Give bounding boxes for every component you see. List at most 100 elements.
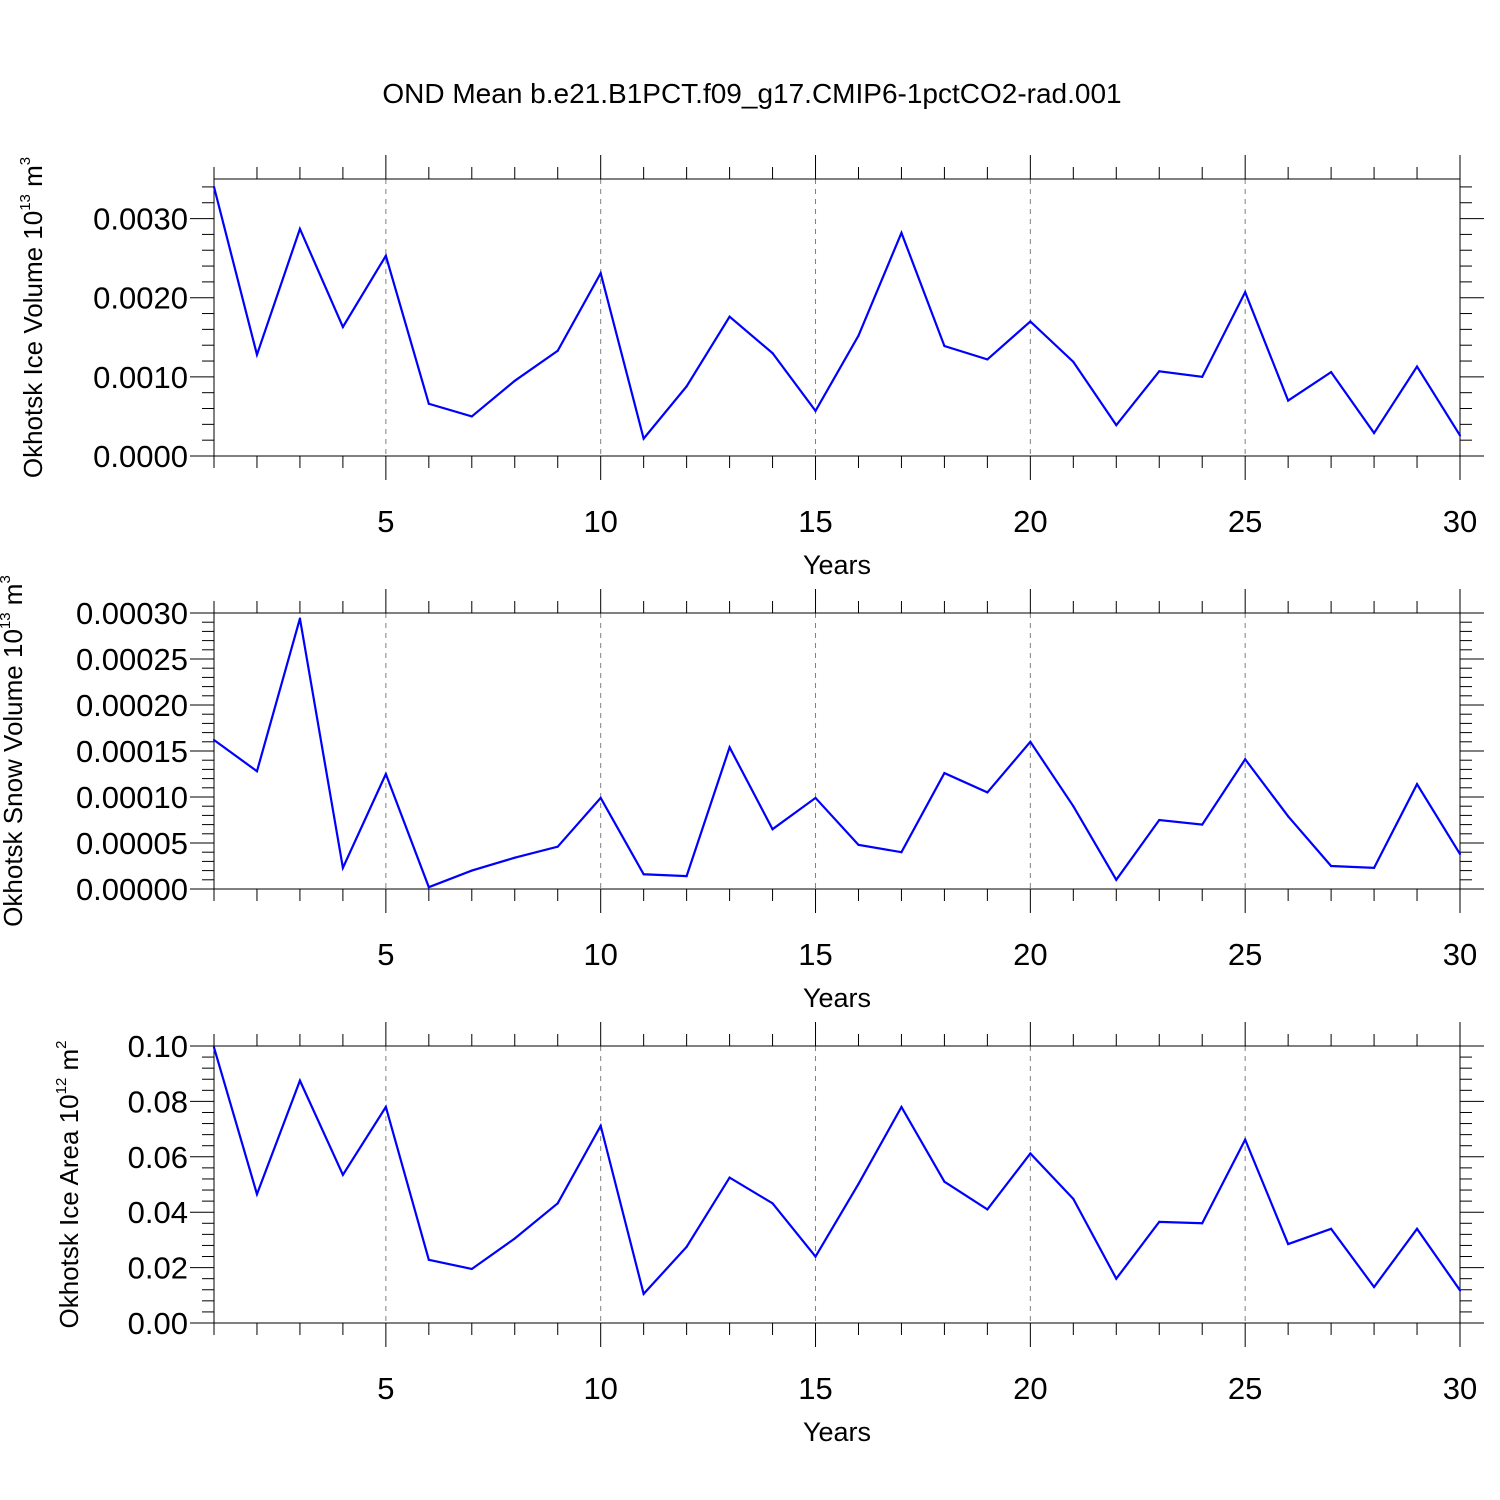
data-point [1458, 1289, 1462, 1292]
data-point [900, 231, 903, 234]
data-point [513, 856, 516, 859]
data-point [814, 409, 817, 412]
data-point [384, 254, 387, 257]
data-point [1158, 370, 1161, 373]
data-point [212, 738, 216, 742]
data-point [1415, 365, 1419, 368]
x-tick-label: 25 [1228, 1371, 1262, 1406]
x-tick-label: 30 [1443, 1371, 1477, 1406]
data-point [685, 875, 688, 878]
x-tick-label: 30 [1443, 937, 1477, 972]
y-tick-label: 0.00005 [76, 826, 188, 861]
x-tick-label: 20 [1013, 1371, 1047, 1406]
x-tick-label: 20 [1013, 504, 1047, 539]
data-point [1072, 360, 1075, 363]
data-point [1372, 866, 1376, 869]
data-point [1330, 371, 1333, 374]
data-point [685, 385, 688, 388]
x-tick-label: 30 [1443, 504, 1477, 539]
data-point [599, 1124, 602, 1127]
plot-frame [213, 1045, 1461, 1324]
data-point [470, 1267, 473, 1271]
panel-ice-volume: 5 10 15 20 25 30 0.0000 0.0010 0.0020 0.0030 Years… [17, 155, 1484, 580]
x-tick-label: 10 [583, 504, 617, 539]
data-point [1072, 1197, 1075, 1201]
data-point [771, 352, 774, 355]
data-point [1115, 424, 1118, 427]
data-point [857, 334, 860, 337]
data-point [814, 1255, 817, 1258]
data-point [857, 843, 860, 846]
y-tick-label: 0.00010 [76, 780, 188, 815]
x-tick-label: 5 [377, 504, 394, 539]
y-axis-label: Okhotsk Ice Volume 1013 m3 [17, 157, 48, 478]
data-point [1372, 1285, 1376, 1289]
data-point [642, 437, 645, 440]
data-point [728, 315, 731, 318]
y-tick-label: 0.00 [128, 1306, 188, 1341]
data-point [857, 1182, 860, 1186]
x-tick-label: 5 [377, 1371, 394, 1406]
data-point [685, 1245, 688, 1248]
y-tick-label: 0.00030 [76, 596, 188, 631]
data-point [556, 845, 559, 848]
y-tick-label: 0.02 [128, 1251, 188, 1286]
data-point [642, 873, 645, 876]
series-line [212, 1047, 1461, 1297]
y-axis-label-main: Okhotsk Ice Volume 10 [18, 211, 48, 478]
x-tick-label: 15 [798, 937, 832, 972]
y-tick-label: 0.06 [128, 1140, 188, 1175]
panel-snow-volume: 5 10 15 20 25 30 0.00000 0.00005 0.00010 0.00015 0… [0, 575, 1484, 1013]
y-axis-label-exp: 13 [0, 612, 14, 629]
figure-title: OND Mean b.e21.B1PCT.f09_g17.CMIP6-1pctC… [382, 78, 1121, 109]
data-point [1244, 758, 1247, 761]
data-point [1372, 431, 1376, 435]
y-tick-label: 0.00020 [76, 688, 188, 723]
panel-ice-area: 5 10 15 20 25 30 0.00 0.02 0.04 0.06 0.08 0.10 Years… [53, 1022, 1484, 1447]
data-point [1201, 1222, 1204, 1225]
data-point [1415, 1227, 1419, 1230]
y-axis-label-unit: m [18, 165, 48, 194]
data-point [986, 791, 989, 794]
data-point [1458, 852, 1462, 856]
x-axis-label: Years [803, 983, 871, 1013]
data-point [986, 358, 989, 361]
data-point [728, 746, 731, 749]
x-tick-label: 25 [1228, 504, 1262, 539]
data-point [599, 272, 602, 275]
y-tick-label: 0.08 [128, 1084, 188, 1119]
data-point [384, 1105, 387, 1109]
data-point [599, 796, 602, 800]
data-point [1287, 399, 1290, 402]
data-point [1244, 291, 1247, 294]
data-point [900, 851, 903, 854]
data-point [771, 828, 774, 831]
data-point [255, 1193, 259, 1196]
data-point [255, 353, 259, 356]
series-line [212, 186, 1461, 441]
data-point [1287, 1242, 1290, 1246]
data-point [298, 227, 302, 230]
data-point [1415, 783, 1419, 786]
data-point [427, 1258, 430, 1261]
data-point [384, 772, 387, 776]
y-axis-label-unit-exp: 2 [53, 1040, 70, 1048]
data-point [255, 770, 259, 773]
x-tick-label: 15 [798, 504, 832, 539]
data-point [427, 402, 430, 405]
data-point [470, 415, 473, 418]
data-point [1115, 1277, 1118, 1280]
y-axis-label-unit-exp: 3 [17, 157, 34, 165]
data-point [642, 1292, 645, 1296]
data-point [1029, 740, 1032, 743]
data-point [427, 886, 430, 889]
y-tick-label: 0.00000 [76, 872, 188, 907]
y-tick-label: 0.0030 [93, 202, 188, 237]
x-axis-label: Years [803, 550, 871, 580]
x-tick-label: 10 [583, 937, 617, 972]
y-axis-label-unit-exp: 3 [0, 575, 14, 583]
y-tick-label: 0.04 [128, 1195, 188, 1230]
data-point [1201, 375, 1204, 378]
data-point [298, 1079, 302, 1082]
